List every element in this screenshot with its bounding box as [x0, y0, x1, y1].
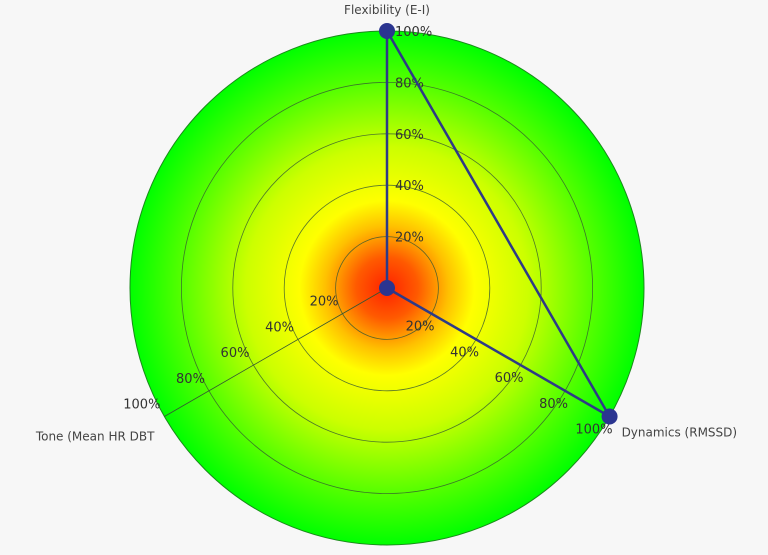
axis-label-1: Dynamics (RMSSD) [622, 426, 738, 440]
tick-label: 40% [450, 345, 479, 360]
tick-label: 40% [395, 179, 424, 194]
tick-label: 20% [310, 295, 339, 310]
axis-label-2: Tone (Mean HR DBT [35, 430, 155, 444]
tick-label: 100% [575, 423, 612, 438]
tick-label: 60% [221, 346, 250, 361]
series-line [385, 29, 611, 418]
tick-label: 60% [395, 128, 424, 143]
tick-label: 60% [495, 371, 524, 386]
data-point [601, 408, 618, 425]
tick-label: 80% [176, 372, 205, 387]
tick-label: 100% [395, 25, 432, 40]
axis-line [164, 287, 388, 417]
tick-label: 40% [265, 320, 294, 335]
tick-label: 100% [123, 398, 160, 413]
tick-label: 20% [406, 320, 435, 335]
axis-label-0: Flexibility (E-I) [344, 3, 430, 17]
tick-label: 20% [395, 231, 424, 246]
tick-label: 80% [539, 397, 568, 412]
data-point [379, 23, 395, 39]
data-point [379, 280, 395, 296]
